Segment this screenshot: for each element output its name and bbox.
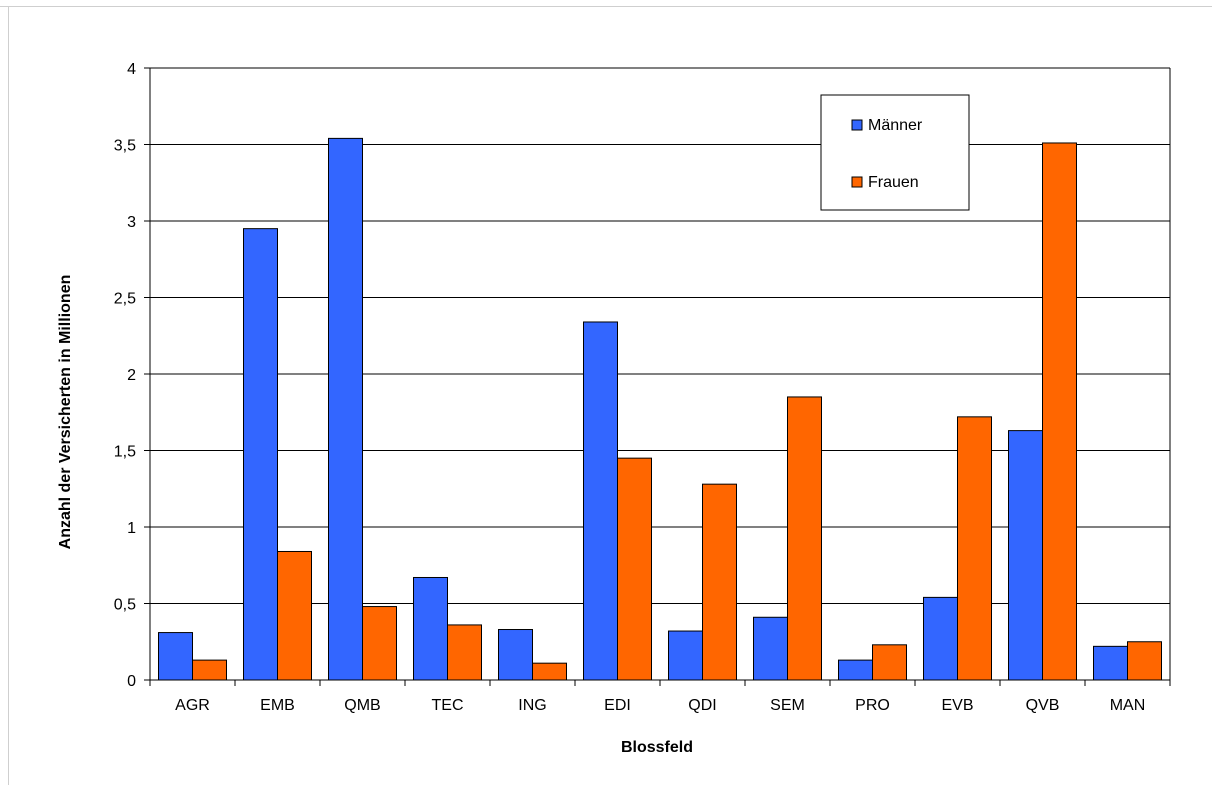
- y-tick-label: 4: [127, 61, 136, 78]
- y-tick-label: 0: [127, 673, 136, 690]
- bar-men-evb: [923, 596, 958, 681]
- x-tick-label: MAN: [1110, 697, 1146, 714]
- bar-men-ing: [498, 629, 533, 681]
- x-tick-label: TEC: [432, 697, 464, 714]
- x-tick-label: EVB: [941, 697, 973, 714]
- legend-label-women: Frauen: [868, 174, 919, 191]
- bar-women-sem: [787, 396, 822, 681]
- legend: Männer Frauen: [820, 94, 970, 211]
- bar-men-qvb: [1008, 430, 1043, 681]
- bar-men-edi: [583, 321, 618, 681]
- x-tick-label: QMB: [344, 697, 380, 714]
- bar-women-ing: [532, 662, 567, 681]
- top-border: [0, 6, 1212, 7]
- x-tick-label: QDI: [688, 697, 716, 714]
- legend-swatch-men: [851, 119, 863, 131]
- x-tick-labels: AGR EMB QMB TEC ING EDI QDI SEM PRO EVB QVB MAN: [175, 697, 1145, 714]
- bar-women-edi: [617, 457, 652, 681]
- y-tick-label: 1: [127, 520, 136, 537]
- bar-women-evb: [957, 416, 992, 681]
- axes: [144, 67, 1171, 686]
- left-border: [8, 6, 9, 785]
- x-tick-label: EDI: [604, 697, 631, 714]
- bar-women-qmb: [362, 606, 397, 681]
- bar-men-agr: [158, 632, 193, 681]
- bar-women-pro: [872, 644, 907, 681]
- bar-women-qvb: [1042, 142, 1077, 681]
- grid-lines: [150, 67, 1171, 680]
- bar-men-pro: [838, 659, 873, 681]
- x-tick-label: SEM: [770, 697, 805, 714]
- bar-women-qdi: [702, 483, 737, 681]
- bar-men-tec: [413, 576, 448, 681]
- y-tick-label: 3,5: [114, 138, 136, 155]
- bars: [158, 137, 1162, 681]
- y-tick-label: 1,5: [114, 444, 136, 461]
- x-axis-label: Blossfeld: [621, 739, 693, 756]
- x-tick-label: QVB: [1026, 697, 1060, 714]
- bar-women-tec: [447, 624, 482, 681]
- x-tick-label: ING: [518, 697, 546, 714]
- x-tick-label: AGR: [175, 697, 210, 714]
- bar-women-agr: [192, 659, 227, 681]
- bar-women-emb: [277, 550, 312, 681]
- y-tick-labels: 0 0,5 1 1,5 2 2,5 3 3,5 4: [114, 61, 136, 690]
- x-tick-label: EMB: [260, 697, 295, 714]
- bar-men-emb: [243, 228, 278, 681]
- bar-men-qdi: [668, 630, 703, 681]
- bar-men-qmb: [328, 137, 363, 681]
- y-tick-label: 2,5: [114, 291, 136, 308]
- legend-box: [820, 94, 970, 211]
- y-tick-label: 2: [127, 367, 136, 384]
- bar-men-sem: [753, 616, 788, 681]
- legend-label-men: Männer: [868, 117, 923, 134]
- bar-women-man: [1127, 641, 1162, 681]
- legend-swatch-women: [851, 176, 863, 188]
- y-tick-label: 3: [127, 214, 136, 231]
- y-tick-label: 0,5: [114, 597, 136, 614]
- x-tick-label: PRO: [855, 697, 890, 714]
- y-axis-label: Anzahl der Versicherten in Millionen: [57, 275, 74, 550]
- bar-men-man: [1093, 645, 1128, 681]
